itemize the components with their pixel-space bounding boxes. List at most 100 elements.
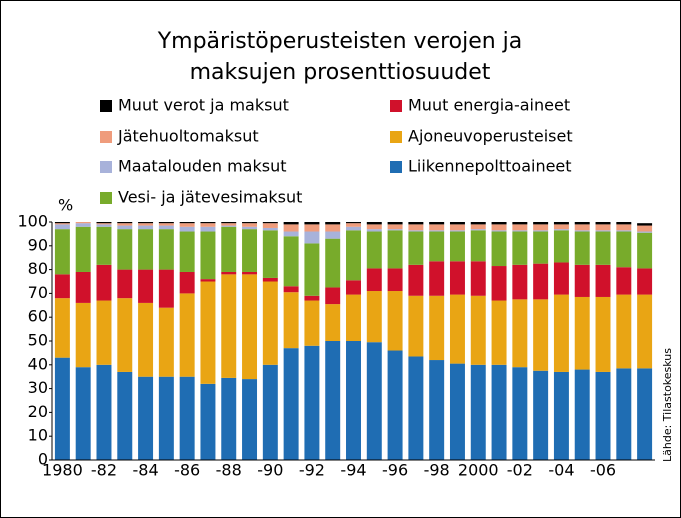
- bar-segment: [637, 225, 653, 232]
- legend-swatch: [390, 100, 402, 112]
- legend-label: Maatalouden maksut: [118, 157, 287, 176]
- bar-segment: [200, 222, 216, 224]
- chart-title: maksujen prosenttiosuudet: [190, 60, 491, 85]
- bar-segment: [366, 231, 382, 269]
- bar-segment: [325, 224, 341, 232]
- bar-segment: [574, 231, 590, 265]
- legend-label: Liikennepolttoaineet: [408, 157, 572, 176]
- bar-segment: [262, 277, 278, 282]
- x-tick-label: -86: [174, 461, 200, 480]
- bar-segment: [96, 224, 112, 227]
- bar-segment: [346, 223, 361, 227]
- bar-segment: [262, 281, 278, 365]
- bar-segment: [533, 222, 549, 225]
- bar-segment: [221, 377, 237, 460]
- bar-segment: [262, 223, 278, 228]
- bar-segment: [553, 294, 569, 372]
- bar-segment: [616, 368, 632, 460]
- legend-swatch: [390, 161, 402, 173]
- bar-segment: [637, 268, 653, 295]
- x-tick-label: -92: [299, 461, 325, 480]
- bar-segment: [346, 341, 361, 460]
- bar-segment: [75, 367, 91, 460]
- bar-segment: [158, 222, 174, 224]
- bar-segment: [429, 231, 445, 262]
- bar-segment: [366, 229, 382, 232]
- bar-segment: [75, 222, 91, 224]
- bar-segment: [96, 300, 112, 365]
- x-tick-label: -06: [590, 461, 616, 480]
- bar-segment: [449, 294, 465, 364]
- bar-segment: [470, 222, 486, 225]
- bar-segment: [54, 357, 70, 460]
- bar-segment: [179, 376, 195, 460]
- bar-segment: [637, 232, 653, 269]
- bar-segment: [595, 230, 611, 232]
- bar-segment: [408, 231, 424, 265]
- bar-segment: [283, 292, 299, 349]
- y-tick-label: 100: [17, 212, 48, 231]
- bar-segment: [553, 229, 569, 231]
- bar-segment: [533, 231, 549, 264]
- x-tick-label: -88: [216, 461, 242, 480]
- bar-segment: [408, 356, 424, 460]
- bar-segment: [449, 231, 465, 262]
- bar-segment: [553, 224, 569, 230]
- bar-segment: [470, 229, 486, 231]
- bar-segment: [387, 230, 403, 269]
- bar-segment: [304, 345, 320, 460]
- bar-segment: [346, 230, 361, 281]
- legend-swatch: [390, 131, 402, 143]
- bar-segment: [574, 264, 590, 297]
- bar-segment: [533, 299, 549, 371]
- bar-segment: [325, 231, 341, 239]
- bar-segment: [512, 231, 528, 265]
- bar-segment: [616, 267, 632, 295]
- source: Lähde: Tilastokeskus: [661, 348, 674, 462]
- bar-segment: [262, 227, 278, 231]
- bar-segment: [283, 348, 299, 460]
- bar-segment: [304, 222, 320, 225]
- bar-segment: [470, 230, 486, 262]
- bar-segment: [242, 222, 258, 224]
- bar-segment: [512, 367, 528, 460]
- bar-segment: [387, 350, 403, 460]
- bar-segment: [574, 369, 590, 460]
- bar-segment: [449, 222, 465, 225]
- bar-segment: [470, 261, 486, 296]
- bar-segment: [158, 223, 174, 226]
- bar-segment: [449, 363, 465, 460]
- x-tick-label: -02: [507, 461, 533, 480]
- chart-title: Ympäristöperusteisten verojen ja: [157, 29, 523, 54]
- bar-segment: [449, 261, 465, 295]
- bar-segment: [387, 268, 403, 292]
- y-tick-label: 70: [28, 283, 48, 302]
- bar-segment: [242, 379, 258, 460]
- bar-segment: [387, 229, 403, 231]
- bar-segment: [616, 224, 632, 231]
- bar-segment: [242, 223, 258, 227]
- bar-segment: [366, 268, 382, 292]
- bar-segment: [200, 383, 216, 460]
- bar-segment: [491, 231, 507, 267]
- bar-segment: [117, 225, 133, 230]
- bar-segment: [117, 223, 133, 226]
- bar-segment: [138, 269, 154, 303]
- bar-segment: [616, 230, 632, 232]
- bar-segment: [533, 370, 549, 460]
- bar-segment: [221, 274, 237, 378]
- bar-segment: [242, 274, 258, 380]
- y-tick-label: 40: [28, 354, 48, 373]
- bar-segment: [242, 226, 258, 230]
- bar-segment: [637, 223, 653, 226]
- bar-segment: [512, 299, 528, 368]
- bar-segment: [54, 274, 70, 299]
- bar-segment: [117, 269, 133, 299]
- bar-segment: [200, 281, 216, 384]
- bar-segment: [512, 230, 528, 232]
- bar-segment: [595, 224, 611, 231]
- bar-segment: [200, 231, 216, 280]
- bar-segment: [346, 280, 361, 295]
- bar-segment: [553, 222, 569, 225]
- bar-segment: [75, 302, 91, 368]
